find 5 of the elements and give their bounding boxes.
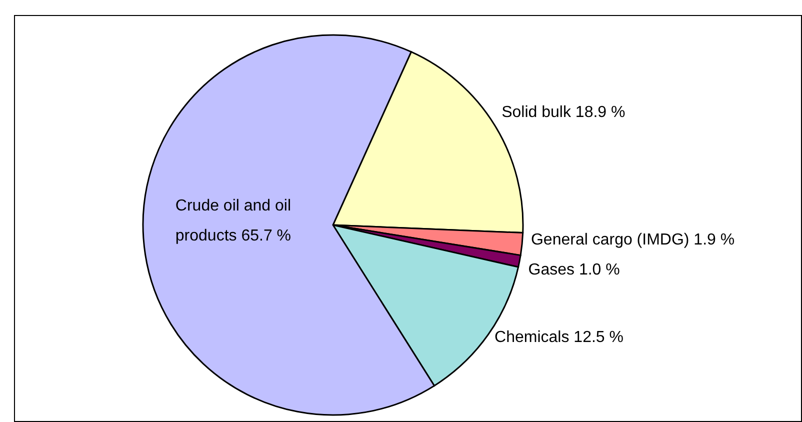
slice-label: General cargo (IMDG) 1.9 % (530, 232, 735, 249)
slice-label: Crude oil and oil products 65.7 % (175, 198, 292, 245)
slice-label: Solid bulk 18.9 % (502, 104, 626, 122)
slice-label: Gases 1.0 % (528, 262, 620, 279)
slice-label: Chemicals 12.5 % (494, 329, 624, 346)
